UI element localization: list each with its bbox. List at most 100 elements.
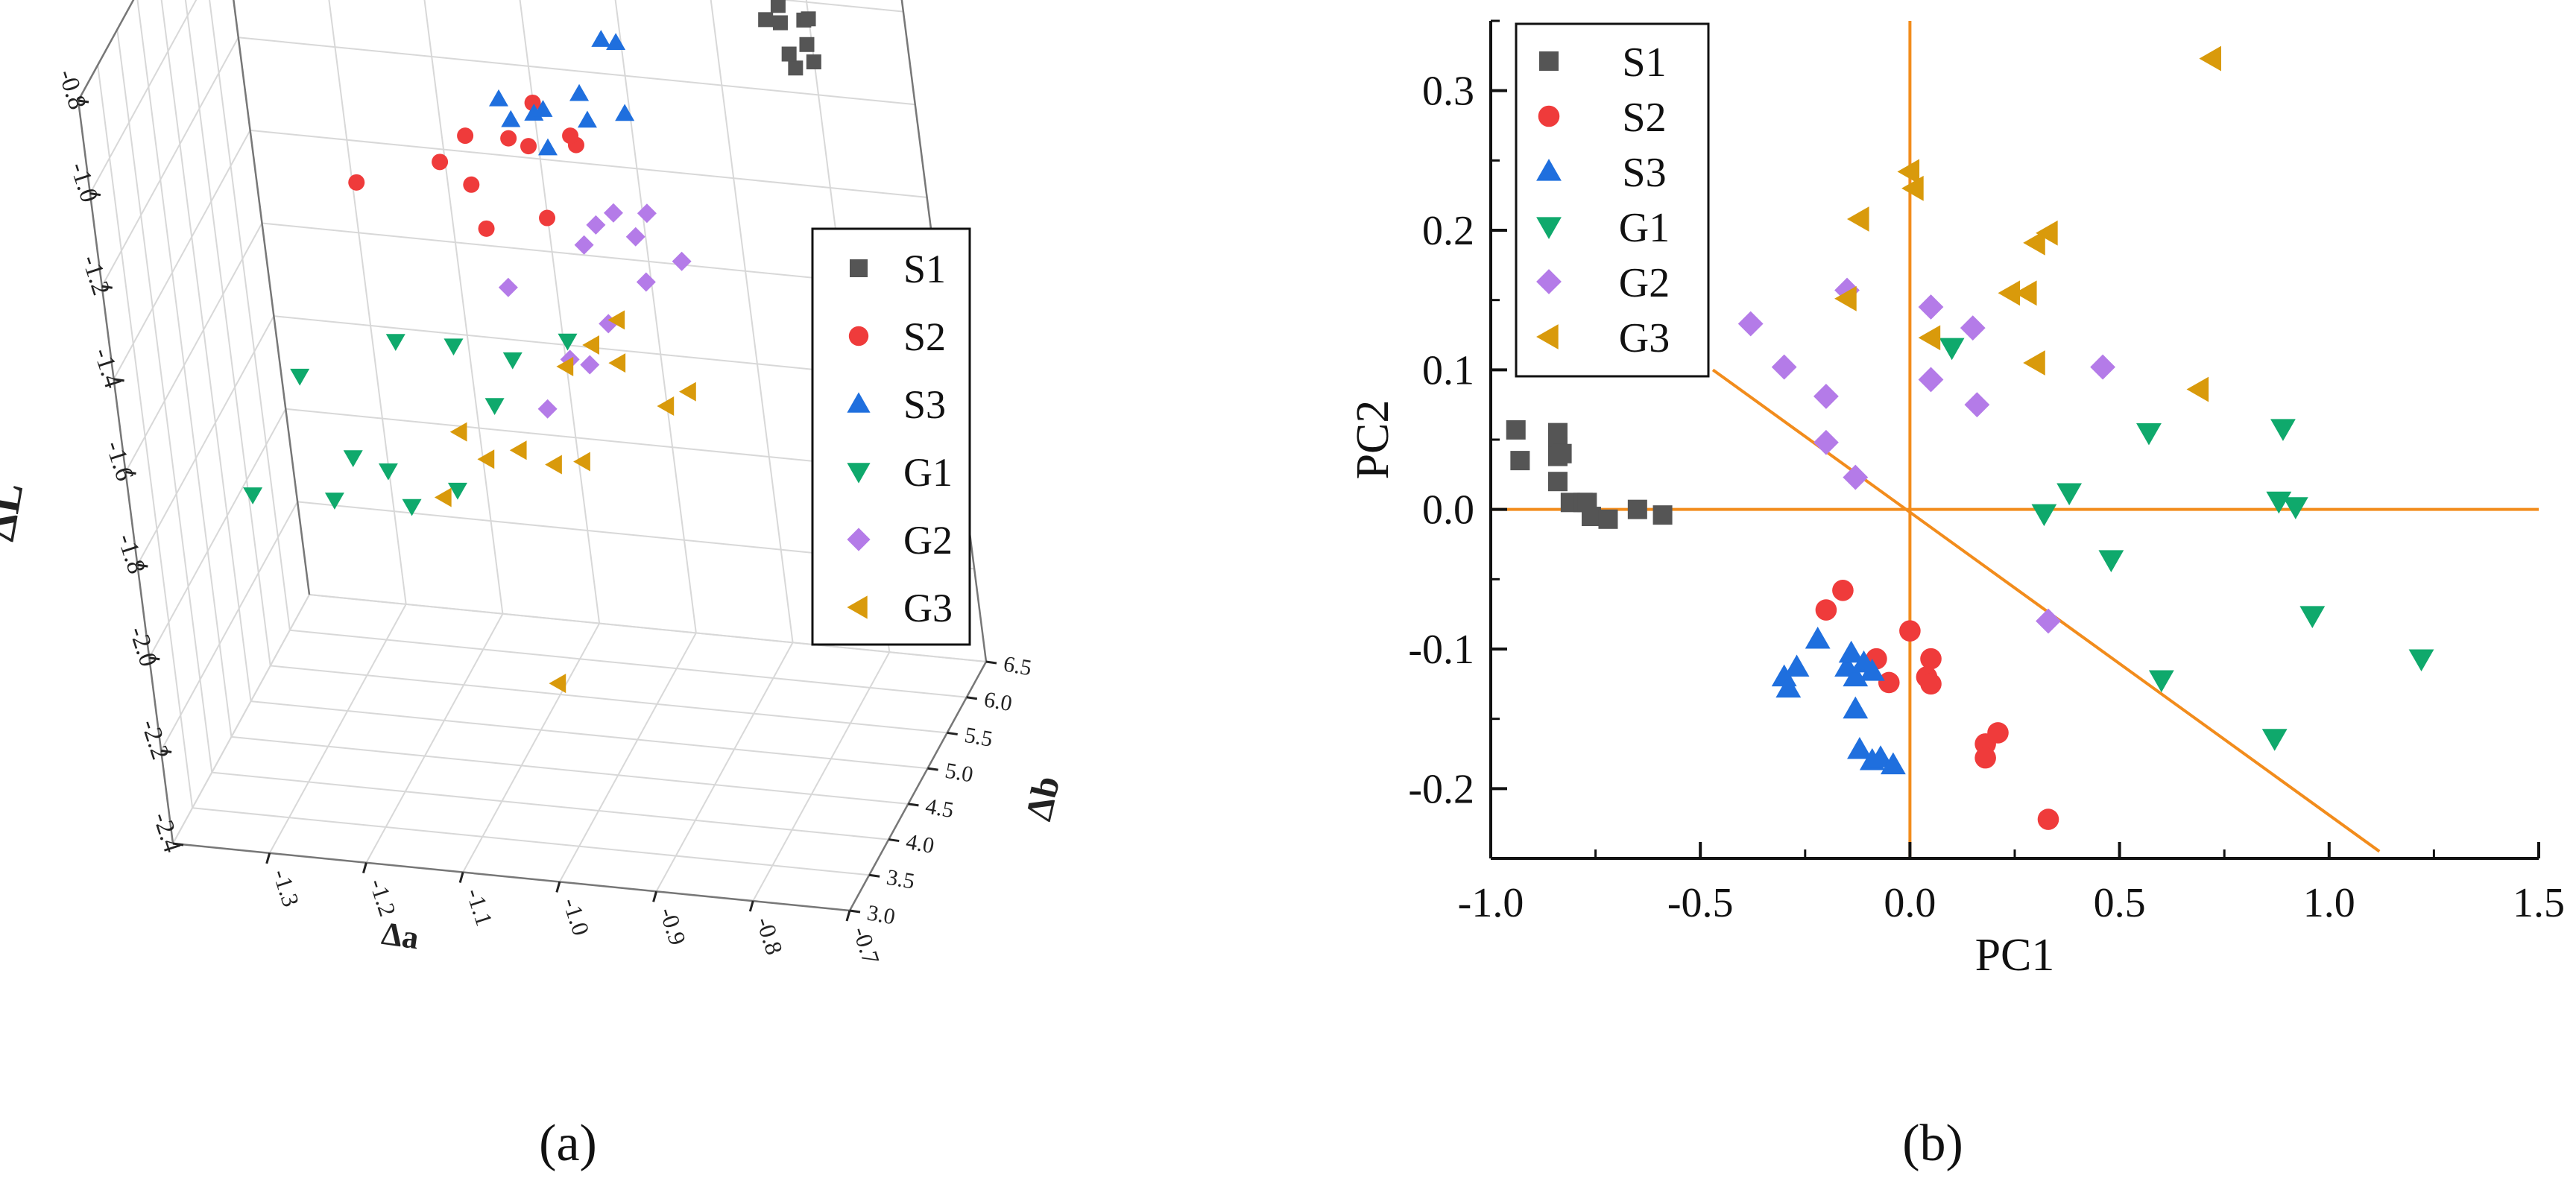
panel-a-grid-line — [89, 0, 198, 194]
panel-a-z-tick — [113, 378, 124, 382]
panel-b-point-g2 — [1964, 392, 1990, 418]
panel-a-legend-marker-g1 — [847, 463, 871, 484]
panel-b-point-g2 — [1737, 311, 1764, 337]
panel-a-grid-line — [231, 735, 909, 805]
panel-b-point-g3 — [1897, 159, 1920, 185]
panel-a-grid-line — [423, 0, 504, 614]
panel-a-grid-line — [113, 130, 251, 380]
panel-a-legend-marker-g2 — [847, 528, 871, 551]
panel-b-point-s1 — [1506, 420, 1526, 440]
panel-b-point-s1 — [1581, 507, 1601, 527]
panel-a-point-s2 — [478, 220, 495, 237]
panel-a-point-s2 — [539, 209, 556, 227]
panel-b-data-points — [1506, 45, 2434, 830]
panel-b-point-s3 — [1843, 664, 1869, 687]
panel-b-point-s3 — [1847, 736, 1872, 759]
panel-a-z-tick — [78, 99, 89, 104]
panel-a-point-g3 — [449, 422, 467, 442]
panel-a-z-tick-label: -1.6 — [100, 437, 139, 484]
panel-b-point-s1 — [1547, 472, 1568, 492]
panel-a-y-tick — [966, 696, 978, 700]
panel-a-caption: (a) — [539, 1115, 597, 1172]
panel-a-grid-line — [192, 807, 870, 876]
panel-a-y-tick-label: 3.0 — [865, 900, 897, 929]
panel-a-z-tick — [137, 563, 148, 568]
panel-a-point-s3 — [606, 33, 626, 51]
panel-a-z-tick-label: -0.8 — [53, 66, 92, 113]
panel-a-grid-line — [172, 594, 310, 844]
panel-b-x-tick-label: 1.5 — [2513, 880, 2565, 926]
panel-a-box-edge — [233, 0, 311, 595]
panel-a-grid-line — [778, 0, 903, 13]
panel-a-grid-line — [184, 0, 271, 666]
panel-a-point-s2 — [348, 174, 365, 191]
panel-a-y-tick — [868, 873, 880, 878]
panel-b-point-g2 — [1918, 367, 1944, 393]
panel-a-z-tick — [89, 192, 101, 197]
panel-b-point-s2 — [1832, 580, 1854, 601]
panel-b-y-tick-label: 0.0 — [1422, 487, 1474, 534]
panel-b-legend-marker-s1 — [1539, 51, 1559, 71]
panel-b-point-g1 — [2136, 422, 2162, 446]
panel-a-grid-line — [148, 408, 287, 659]
panel-a-x-tick — [748, 900, 754, 912]
panel-a-grid-line — [328, 0, 407, 604]
panel-a-point-s3 — [569, 83, 590, 101]
panel-b-point-s2 — [1920, 673, 1942, 695]
panel-b-legend-box — [1515, 22, 1710, 378]
panel-b-legend-label-s1: S1 — [1622, 39, 1666, 86]
panel-a-point-s2 — [562, 127, 579, 145]
panel-b-y-tick-label: 0.2 — [1422, 208, 1474, 254]
panel-a-point-g1 — [378, 463, 398, 481]
panel-a-point-g1 — [243, 487, 263, 504]
panel-b-point-s3 — [1843, 696, 1869, 719]
panel-a-grid-line — [238, 37, 915, 106]
panel-a-legend-box — [811, 227, 971, 646]
panel-a-grid-line — [752, 651, 891, 902]
panel-a-point-g2 — [672, 251, 692, 271]
panel-a-point-g3 — [477, 449, 495, 469]
panel-b-point-g2 — [2090, 354, 2116, 380]
panel-a-point-s1 — [770, 0, 786, 13]
panel-b-point-g1 — [2299, 606, 2326, 628]
panel-b-point-s1 — [1652, 505, 1673, 525]
panel-a-point-s2 — [500, 130, 517, 147]
panel-b-point-s1 — [1627, 499, 1647, 519]
panel-a-point-s1 — [772, 15, 788, 31]
panel-a-y-tick-label: 6.0 — [982, 687, 1014, 716]
panel-a-legend-label-s3: S3 — [903, 382, 946, 427]
panel-b-legend-label-g1: G1 — [1619, 205, 1670, 251]
panel-b-point-s3 — [1859, 659, 1885, 681]
panel-a-box-edge — [172, 842, 850, 912]
panel-a-legend-marker-s3 — [847, 392, 871, 413]
panel-a-legend-items: S1 S2 S3 G1 G2 G3 — [847, 247, 953, 630]
panel-b-point-s2 — [1987, 722, 2009, 744]
panel-b-legend: S1 S2 S3 G1 G2 G3 — [1515, 22, 1710, 378]
panel-b-point-g1 — [2270, 419, 2296, 441]
panel-b-pca-chart: -1.0 -0.5 0.0 0.5 1.0 1.5 -0.2 -0.1 0.0 0.1 0.2 0.3… — [1348, 19, 2565, 1172]
panel-a-grid-line — [78, 0, 135, 101]
panel-b-xlabel: PC1 — [1975, 930, 2055, 981]
panel-a-point-g2 — [498, 277, 518, 297]
panel-a-z-tick-label: -1.4 — [88, 345, 127, 392]
panel-b-point-g1 — [2031, 504, 2057, 527]
panel-a-point-g2 — [580, 355, 600, 375]
panel-a-y-tick-label: 4.5 — [924, 794, 956, 823]
panel-b-point-g2 — [1843, 464, 1869, 490]
panel-a-x-tick-label: -0.9 — [654, 904, 692, 948]
panel-b-y-tick-label: 0.1 — [1422, 347, 1474, 393]
panel-a-point-g3 — [608, 353, 626, 373]
panel-b-legend-label-s3: S3 — [1622, 150, 1666, 196]
panel-b-point-s3 — [1838, 640, 1864, 663]
panel-a-point-s1 — [781, 46, 797, 62]
panel-a-z-tick — [125, 471, 136, 475]
panel-b-point-s2 — [1815, 599, 1837, 621]
panel-a-grid-line — [268, 604, 407, 854]
panel-a-point-g3 — [582, 335, 599, 355]
panel-a-legend-label-g2: G2 — [903, 518, 953, 563]
panel-b-legend-items: S1 S2 S3 G1 G2 G3 — [1536, 39, 1670, 361]
panel-b-point-g2 — [1813, 429, 1839, 455]
panel-a-y-tick-label: 6.5 — [1002, 651, 1034, 680]
panel-b-point-g3 — [1998, 280, 2021, 306]
